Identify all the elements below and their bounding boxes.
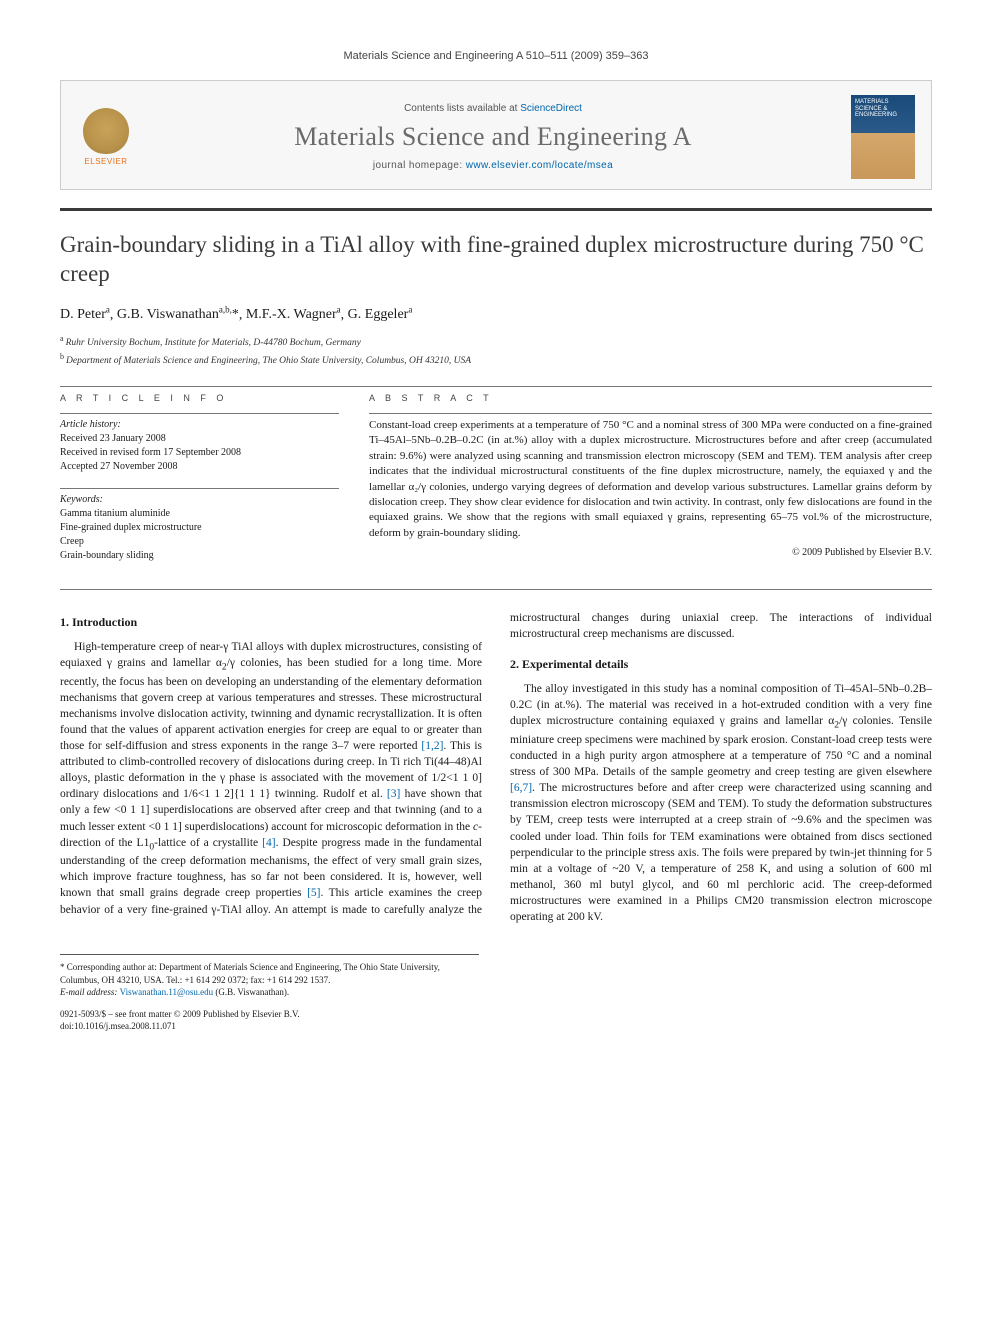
article-info-label: A R T I C L E I N F O: [60, 393, 339, 403]
affiliation-a: aRuhr University Bochum, Institute for M…: [60, 333, 932, 350]
affiliations: aRuhr University Bochum, Institute for M…: [60, 333, 932, 368]
email-line: E-mail address: Viswanathan.11@osu.edu (…: [60, 986, 479, 998]
info-abstract-row: A R T I C L E I N F O Article history: R…: [60, 393, 932, 563]
keyword: Gamma titanium aluminide: [60, 508, 170, 519]
author: G.B. Viswanathana,b,*: [117, 307, 239, 322]
abstract-copyright: © 2009 Published by Elsevier B.V.: [369, 547, 932, 558]
email-of: (G.B. Viswanathan).: [213, 987, 289, 997]
abstract-text: Constant-load creep experiments at a tem…: [369, 418, 932, 541]
affiliation-a-text: Ruhr University Bochum, Institute for Ma…: [66, 338, 361, 348]
article-history: Article history: Received 23 January 200…: [60, 418, 339, 474]
keyword: Creep: [60, 536, 84, 547]
abstract-col: A B S T R A C T Constant-load creep expe…: [369, 393, 932, 563]
author: G. Eggelera: [348, 307, 413, 322]
exp-paragraph: The alloy investigated in this study has…: [510, 681, 932, 925]
issn-line: 0921-5093/$ – see front matter © 2009 Pu…: [60, 1008, 479, 1020]
history-revised: Received in revised form 17 September 20…: [60, 447, 241, 458]
publisher-label: ELSEVIER: [84, 157, 127, 166]
article-title: Grain-boundary sliding in a TiAl alloy w…: [60, 231, 932, 289]
article-info-col: A R T I C L E I N F O Article history: R…: [60, 393, 339, 563]
doi-line: doi:10.1016/j.msea.2008.11.071: [60, 1020, 479, 1032]
hr-thin: [60, 488, 339, 489]
section-heading-exp: 2. Experimental details: [510, 656, 932, 673]
affiliation-b: bDepartment of Materials Science and Eng…: [60, 351, 932, 368]
hr-thin: [60, 386, 932, 387]
keyword: Grain-boundary sliding: [60, 550, 154, 561]
hr-thin: [60, 413, 339, 414]
history-label: Article history:: [60, 419, 121, 430]
ref-link[interactable]: [5]: [307, 887, 320, 899]
banner-center: Contents lists available at ScienceDirec…: [151, 103, 835, 171]
publisher-logo: ELSEVIER: [77, 102, 135, 172]
history-received: Received 23 January 2008: [60, 433, 166, 444]
corresponding-author-note: * Corresponding author at: Department of…: [60, 961, 479, 985]
elsevier-tree-icon: [83, 108, 129, 154]
page: Materials Science and Engineering A 510–…: [0, 0, 992, 1072]
journal-cover-thumb: MATERIALS SCIENCE & ENGINEERING: [851, 95, 915, 179]
keywords-label: Keywords:: [60, 494, 103, 505]
section-heading-intro: 1. Introduction: [60, 614, 482, 631]
homepage-link[interactable]: www.elsevier.com/locate/msea: [466, 160, 613, 171]
authors-line: D. Petera, G.B. Viswanathana,b,*, M.F.-X…: [60, 305, 932, 324]
rule-dark: [60, 208, 932, 211]
journal-banner: ELSEVIER Contents lists available at Sci…: [60, 80, 932, 190]
homepage-prefix: journal homepage:: [373, 160, 466, 171]
homepage-line: journal homepage: www.elsevier.com/locat…: [151, 160, 835, 171]
footnotes: * Corresponding author at: Department of…: [60, 954, 479, 1032]
history-accepted: Accepted 27 November 2008: [60, 461, 177, 472]
cover-title: MATERIALS SCIENCE & ENGINEERING: [855, 99, 911, 119]
affiliation-b-text: Department of Materials Science and Engi…: [66, 356, 471, 366]
ref-link[interactable]: [3]: [387, 788, 400, 800]
email-label: E-mail address:: [60, 987, 120, 997]
author: D. Petera: [60, 307, 110, 322]
body-columns: 1. Introduction High-temperature creep o…: [60, 610, 932, 926]
ref-link[interactable]: [1,2]: [421, 740, 443, 752]
hr-thin: [60, 589, 932, 590]
contents-line: Contents lists available at ScienceDirec…: [151, 103, 835, 114]
journal-name: Materials Science and Engineering A: [151, 122, 835, 152]
abstract-label: A B S T R A C T: [369, 393, 932, 403]
ref-link[interactable]: [4]: [262, 837, 275, 849]
keywords-block: Keywords: Gamma titanium aluminide Fine-…: [60, 493, 339, 563]
ref-link[interactable]: [6,7]: [510, 782, 532, 794]
hr-thin: [369, 413, 932, 414]
keyword: Fine-grained duplex microstructure: [60, 522, 202, 533]
sciencedirect-link[interactable]: ScienceDirect: [520, 103, 582, 114]
contents-prefix: Contents lists available at: [404, 103, 520, 114]
author: M.F.-X. Wagnera: [246, 307, 341, 322]
corresponding-email-link[interactable]: Viswanathan.11@osu.edu: [120, 987, 213, 997]
running-head: Materials Science and Engineering A 510–…: [60, 50, 932, 62]
